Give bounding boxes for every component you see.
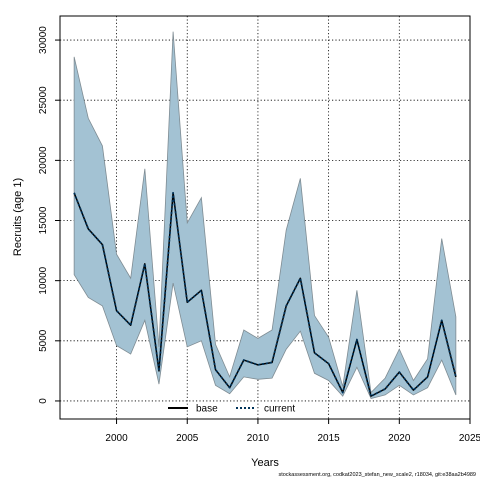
y-axis-title: Recruits (age 1) — [12, 178, 24, 256]
y-tick-label: 0 — [38, 398, 49, 404]
x-tick-label: 2015 — [317, 433, 340, 444]
confidence-band — [73, 31, 457, 400]
x-tick-label: 2020 — [388, 433, 411, 444]
x-axis: 2000 2005 2010 2015 2020 2025 — [105, 418, 480, 444]
footer-text: stockassessment.org, codkat2023_stefan_n… — [278, 472, 476, 478]
y-tick-label: 10000 — [38, 266, 49, 294]
y-tick-label: 30000 — [38, 26, 49, 54]
x-tick-label: 2005 — [176, 433, 199, 444]
series-line-current — [73, 191, 457, 398]
x-axis-title: Years — [251, 457, 279, 469]
y-axis: 0 5000 10000 15000 20000 25000 30000 — [38, 26, 61, 404]
legend-label-current: current — [264, 404, 295, 415]
y-tick-label: 25000 — [38, 86, 49, 114]
y-tick-label: 15000 — [38, 206, 49, 234]
legend-label-base: base — [196, 404, 218, 415]
y-tick-label: 20000 — [38, 146, 49, 174]
confidence-band-area — [73, 31, 457, 400]
x-tick-label: 2025 — [459, 433, 480, 444]
x-tick-label: 2010 — [247, 433, 270, 444]
legend: base current — [168, 404, 295, 415]
y-tick-label: 5000 — [38, 329, 49, 352]
x-tick-label: 2000 — [105, 433, 128, 444]
series-lines — [73, 191, 457, 398]
